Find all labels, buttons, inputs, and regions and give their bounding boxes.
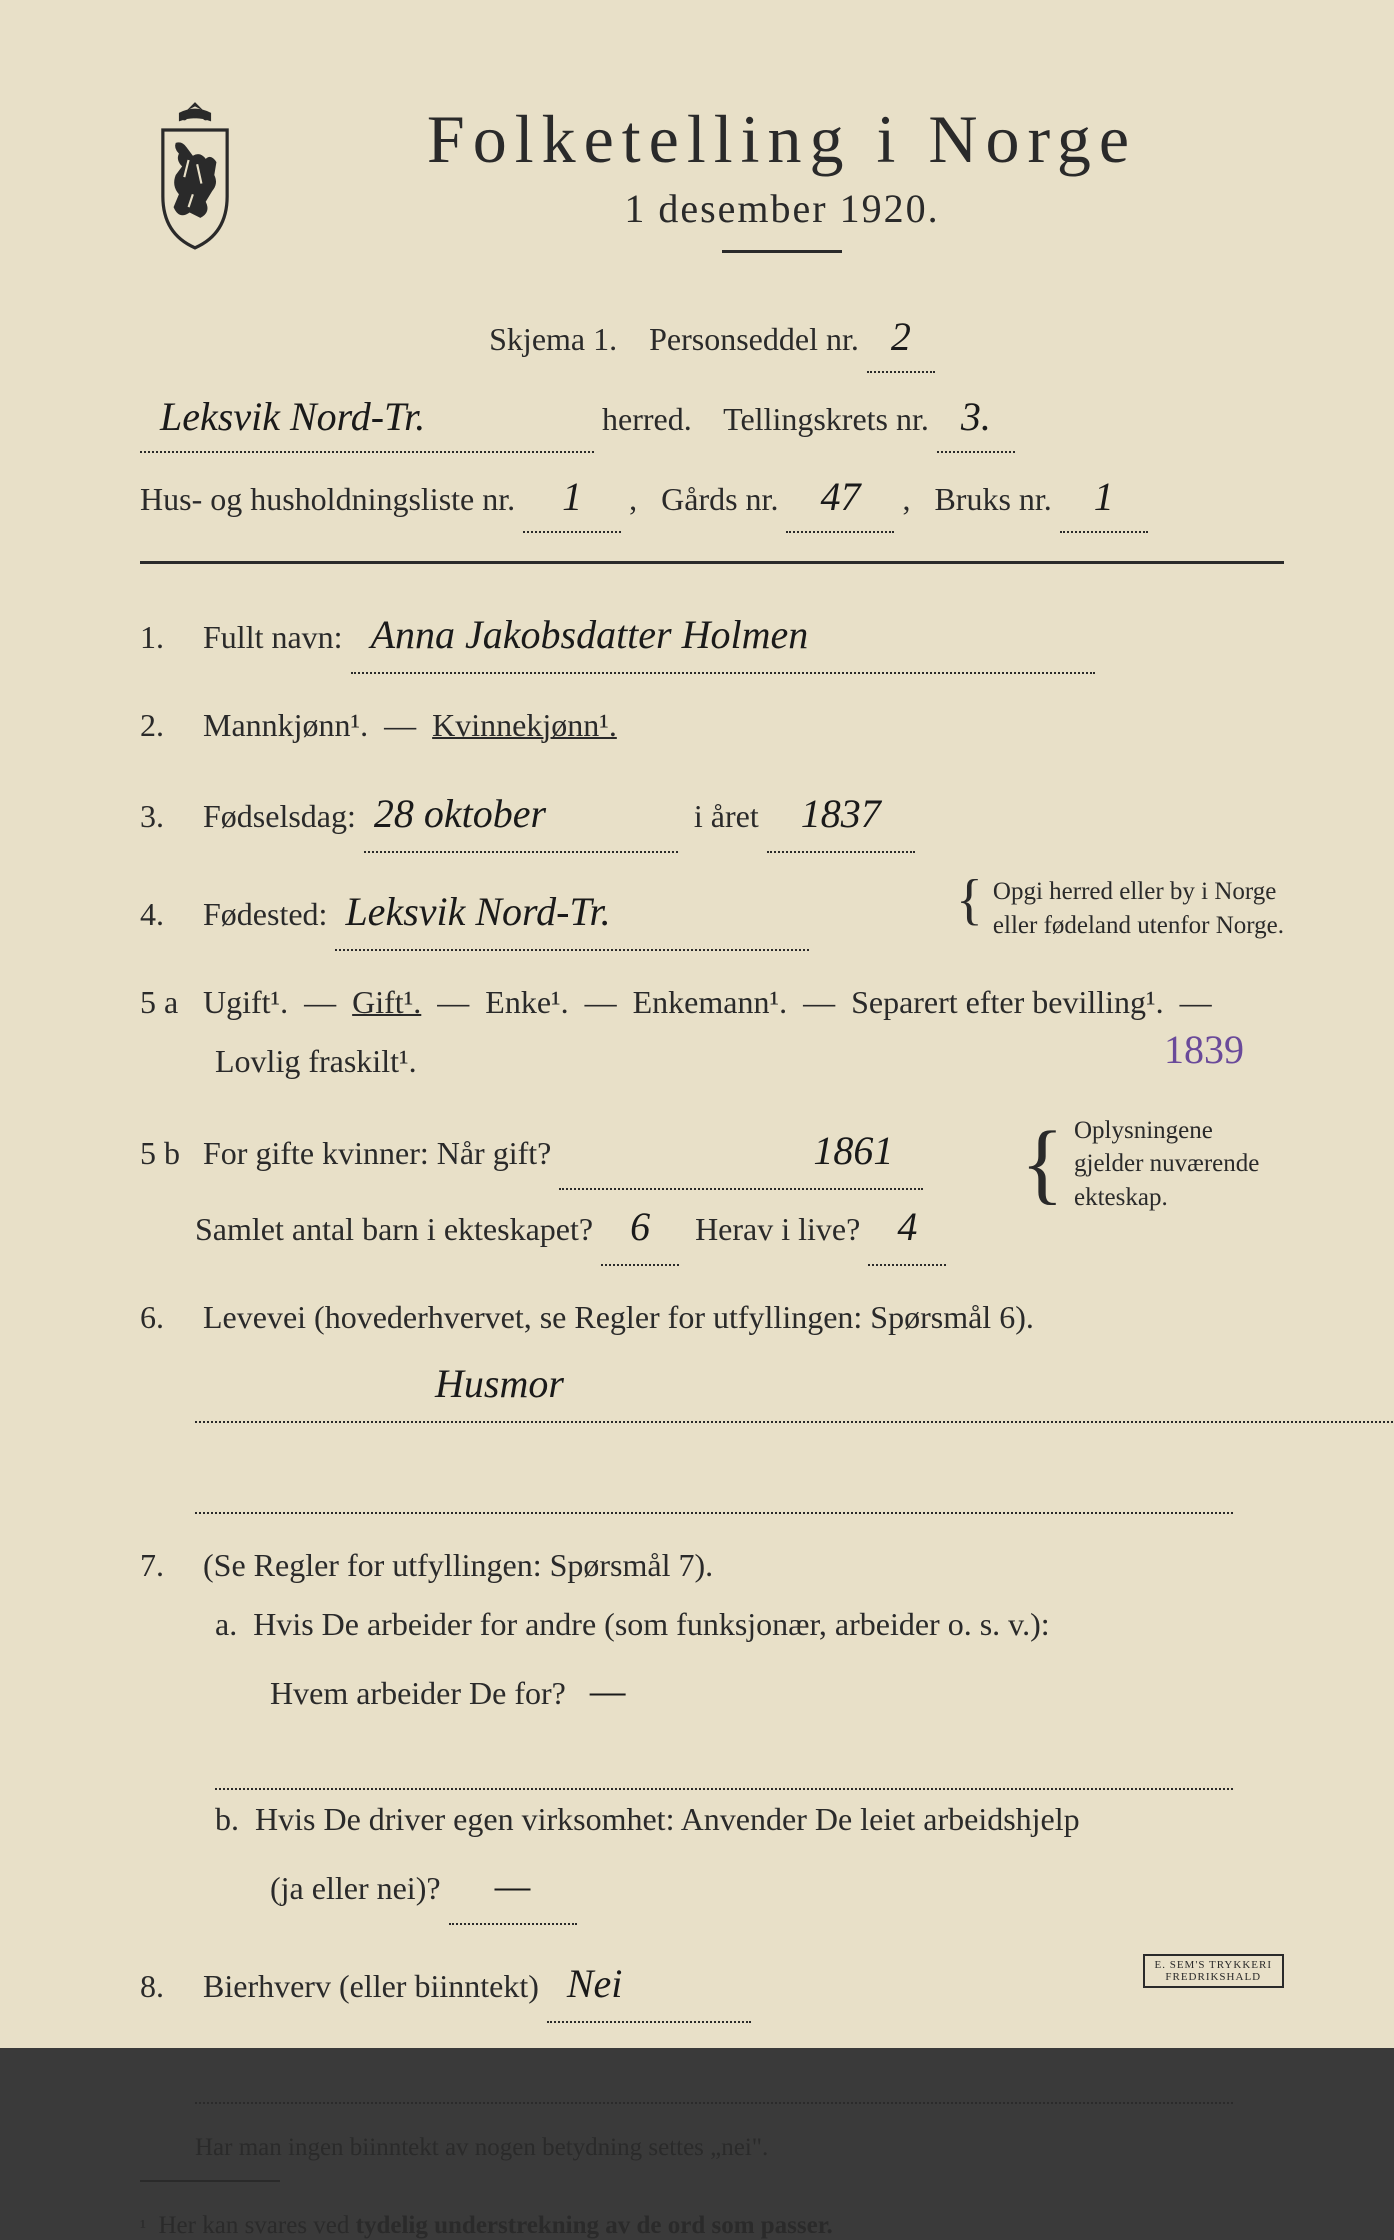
- sub-title: 1 desember 1920.: [280, 185, 1284, 232]
- q3-day: 28 oktober: [364, 777, 678, 853]
- q3-year-label: i året: [694, 798, 759, 834]
- q6-value: Husmor: [195, 1347, 1394, 1423]
- q5a-opt6: Lovlig fraskilt¹.: [140, 1043, 417, 1079]
- skjema-label: Skjema 1.: [489, 321, 617, 357]
- husliste-nr: 1: [523, 463, 621, 533]
- q7b-text2: (ja eller nei)?: [140, 1870, 441, 1906]
- meta-line-1: Skjema 1. Personseddel nr. 2: [140, 303, 1284, 373]
- personseddel-nr: 2: [867, 303, 935, 373]
- q1: 1. Fullt navn: Anna Jakobsdatter Holmen: [140, 598, 1284, 674]
- q7-num: 7.: [140, 1536, 195, 1595]
- title-rule: [722, 250, 842, 253]
- q6-num: 6.: [140, 1288, 195, 1347]
- q7b-text1: Hvis De driver egen virksomhet: Anvender…: [255, 1801, 1080, 1837]
- q5b-label3: Herav i live?: [695, 1211, 860, 1247]
- tellingskrets-label: Tellingskrets nr.: [723, 401, 929, 437]
- meta-line-2: Leksvik Nord-Tr. herred. Tellingskrets n…: [140, 383, 1284, 453]
- q5b-label2: Samlet antal barn i ekteskapet?: [140, 1211, 593, 1247]
- q5b-label1: For gifte kvinner: Når gift?: [203, 1135, 551, 1171]
- q4-note2: eller fødeland utenfor Norge.: [993, 909, 1284, 943]
- q2-opt2: Kvinnekjønn¹.: [432, 707, 617, 743]
- herred-label: herred.: [602, 401, 692, 437]
- pencil-annotation: 1839: [1164, 1013, 1244, 1087]
- gaards-label: Gårds nr.: [661, 481, 778, 517]
- q7a-num: a.: [140, 1606, 237, 1642]
- gaards-nr: 47: [786, 463, 894, 533]
- q4-num: 4.: [140, 885, 195, 944]
- q7a-text1: Hvis De arbeider for andre (som funksjon…: [253, 1606, 1049, 1642]
- blank-line: [195, 1453, 1233, 1514]
- coat-of-arms-icon: [140, 100, 250, 250]
- header: Folketelling i Norge 1 desember 1920.: [140, 100, 1284, 253]
- q5a-num: 5 a: [140, 973, 195, 1032]
- blank-line: [195, 2043, 1233, 2104]
- q8-value: Nei: [547, 1947, 751, 2023]
- q7b-num: b.: [140, 1801, 239, 1837]
- blank-line: [215, 1728, 1233, 1789]
- q6: 6. Levevei (hovederhvervet, se Regler fo…: [140, 1288, 1284, 1514]
- bruks-nr: 1: [1060, 463, 1148, 533]
- title-block: Folketelling i Norge 1 desember 1920.: [280, 100, 1284, 253]
- footer-note1: Har man ingen biinntekt av nogen betydni…: [140, 2134, 1284, 2162]
- q5b-note1: Oplysningene: [1074, 1114, 1284, 1148]
- q5a-opt4: Enkemann¹.: [633, 984, 787, 1020]
- q3: 3. Fødselsdag: 28 oktober i året 1837: [140, 777, 1284, 853]
- q7a-text2: Hvem arbeider De for?: [140, 1675, 566, 1711]
- q4-note: Opgi herred eller by i Norge eller fødel…: [993, 875, 1284, 943]
- q2-opt1: Mannkjønn¹.: [203, 707, 368, 743]
- brace-icon: {: [956, 875, 983, 925]
- stamp-line1: E. SEM'S TRYKKERI: [1155, 1959, 1273, 1971]
- brace-icon: {: [1021, 1114, 1064, 1213]
- tellingskrets-nr: 3.: [937, 383, 1015, 453]
- q5b: 5 b For gifte kvinner: Når gift? 1861 Sa…: [140, 1114, 1284, 1266]
- q1-label: Fullt navn:: [203, 619, 343, 655]
- q4-note1: Opgi herred eller by i Norge: [993, 875, 1284, 909]
- q6-label: Levevei (hovederhvervet, se Regler for u…: [203, 1299, 1034, 1335]
- personseddel-label: Personseddel nr.: [649, 321, 859, 357]
- census-form-page: Folketelling i Norge 1 desember 1920. Sk…: [0, 0, 1394, 2048]
- q5b-val3: 4: [868, 1190, 946, 1266]
- q3-num: 3.: [140, 787, 195, 846]
- printer-stamp: E. SEM'S TRYKKERI FREDRIKSHALD: [1143, 1954, 1285, 1988]
- q5a-opt1: Ugift¹.: [203, 984, 288, 1020]
- q5a: 5 a Ugift¹. — Gift¹. — Enke¹. — Enkemann…: [140, 973, 1284, 1091]
- q5a-opt3: Enke¹.: [485, 984, 568, 1020]
- q2-dash: —: [384, 707, 416, 743]
- q4-value: Leksvik Nord-Tr.: [335, 875, 809, 951]
- q4-label: Fødested:: [203, 896, 327, 932]
- q5b-val2: 6: [601, 1190, 679, 1266]
- q4: 4. Fødested: Leksvik Nord-Tr. { Opgi her…: [140, 875, 1284, 951]
- q5a-opt2: Gift¹.: [352, 984, 421, 1020]
- q7b-val: —: [449, 1849, 577, 1925]
- q8: 8. Bierhverv (eller biinntekt) Nei: [140, 1947, 1284, 2104]
- q2-num: 2.: [140, 696, 195, 755]
- q2: 2. Mannkjønn¹. — Kvinnekjønn¹.: [140, 696, 1284, 755]
- q8-label: Bierhverv (eller biinntekt): [203, 1968, 539, 2004]
- q5b-note: Oplysningene gjelder nuværende ekteskap.: [1074, 1114, 1284, 1215]
- q5b-note2: gjelder nuværende: [1074, 1147, 1284, 1181]
- husliste-label: Hus- og husholdningsliste nr.: [140, 481, 515, 517]
- q8-num: 8.: [140, 1957, 195, 2016]
- footnote-rule: [140, 2180, 280, 2182]
- q1-value: Anna Jakobsdatter Holmen: [351, 598, 1095, 674]
- main-title: Folketelling i Norge: [280, 100, 1284, 179]
- stamp-line2: FREDRIKSHALD: [1155, 1971, 1273, 1983]
- q5b-note3: ekteskap.: [1074, 1181, 1284, 1215]
- q7: 7. (Se Regler for utfyllingen: Spørsmål …: [140, 1536, 1284, 1925]
- q1-num: 1.: [140, 608, 195, 667]
- herred-value: Leksvik Nord-Tr.: [140, 383, 594, 453]
- q3-year: 1837: [767, 777, 915, 853]
- footer-note2: ¹ Her kan svares ved tydelig understrekn…: [140, 2212, 1284, 2240]
- divider: [140, 561, 1284, 564]
- q7-label: (Se Regler for utfyllingen: Spørsmål 7).: [203, 1547, 713, 1583]
- q3-label: Fødselsdag:: [203, 798, 356, 834]
- q5b-val1: 1861: [559, 1114, 923, 1190]
- q7a-val: —: [590, 1668, 626, 1713]
- q5b-num: 5 b: [140, 1124, 195, 1183]
- meta-line-3: Hus- og husholdningsliste nr. 1 , Gårds …: [140, 463, 1284, 533]
- bruks-label: Bruks nr.: [934, 481, 1051, 517]
- q5a-opt5: Separert efter bevilling¹.: [851, 984, 1164, 1020]
